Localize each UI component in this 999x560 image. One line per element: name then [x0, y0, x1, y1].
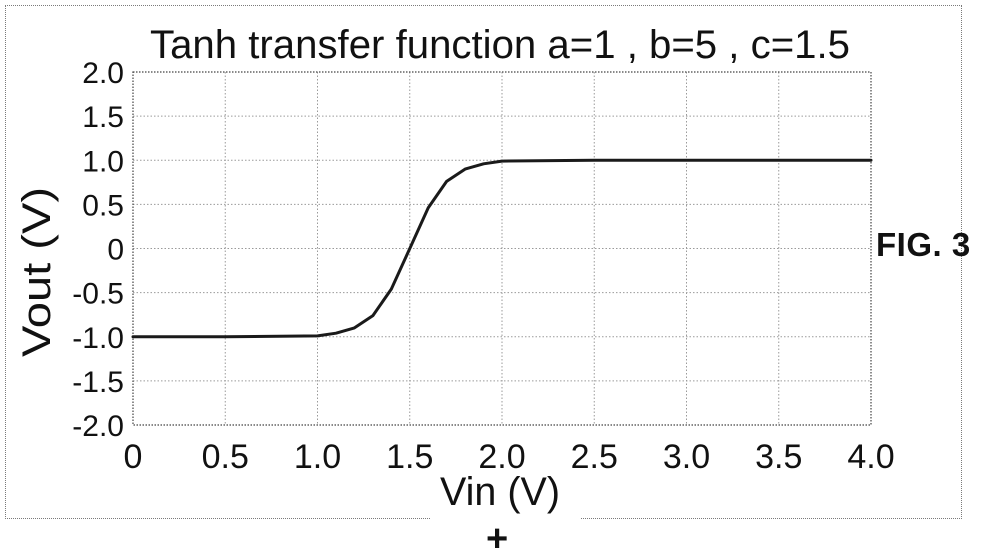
y-axis-ticks: 2.0 1.5 1.0 0.5 0 -0.5 -1.0 -1.5 -2.0 — [72, 57, 124, 443]
y-tick-label: -1.5 — [72, 366, 124, 399]
grid — [133, 72, 871, 425]
x-tick-label: 0.5 — [202, 438, 249, 476]
plus-mark: + — [486, 520, 508, 558]
chart-title: Tanh transfer function a=1 , b=5 , c=1.5 — [150, 23, 850, 67]
x-tick-label: 1.5 — [386, 438, 433, 476]
x-tick-label: 3.5 — [755, 438, 802, 476]
y-axis-label: Vout (V) — [15, 187, 59, 357]
y-tick-label: 2.0 — [82, 57, 124, 90]
x-tick-label: 3.0 — [663, 438, 710, 476]
x-axis-label: Vin (V) — [440, 470, 560, 514]
y-tick-label: 0.5 — [82, 189, 124, 222]
y-tick-label: 0 — [107, 234, 124, 267]
x-tick-label: 4.0 — [847, 438, 894, 476]
figure-label: FIG. 3 — [876, 226, 971, 264]
y-tick-label: -0.5 — [72, 278, 124, 311]
y-tick-label: -2.0 — [72, 410, 124, 443]
y-tick-label: 1.5 — [82, 101, 124, 134]
x-tick-label: 2.5 — [571, 438, 618, 476]
x-tick-label: 0 — [124, 438, 143, 476]
y-tick-label: -1.0 — [72, 322, 124, 355]
y-tick-label: 1.0 — [82, 145, 124, 178]
x-tick-label: 1.0 — [294, 438, 341, 476]
